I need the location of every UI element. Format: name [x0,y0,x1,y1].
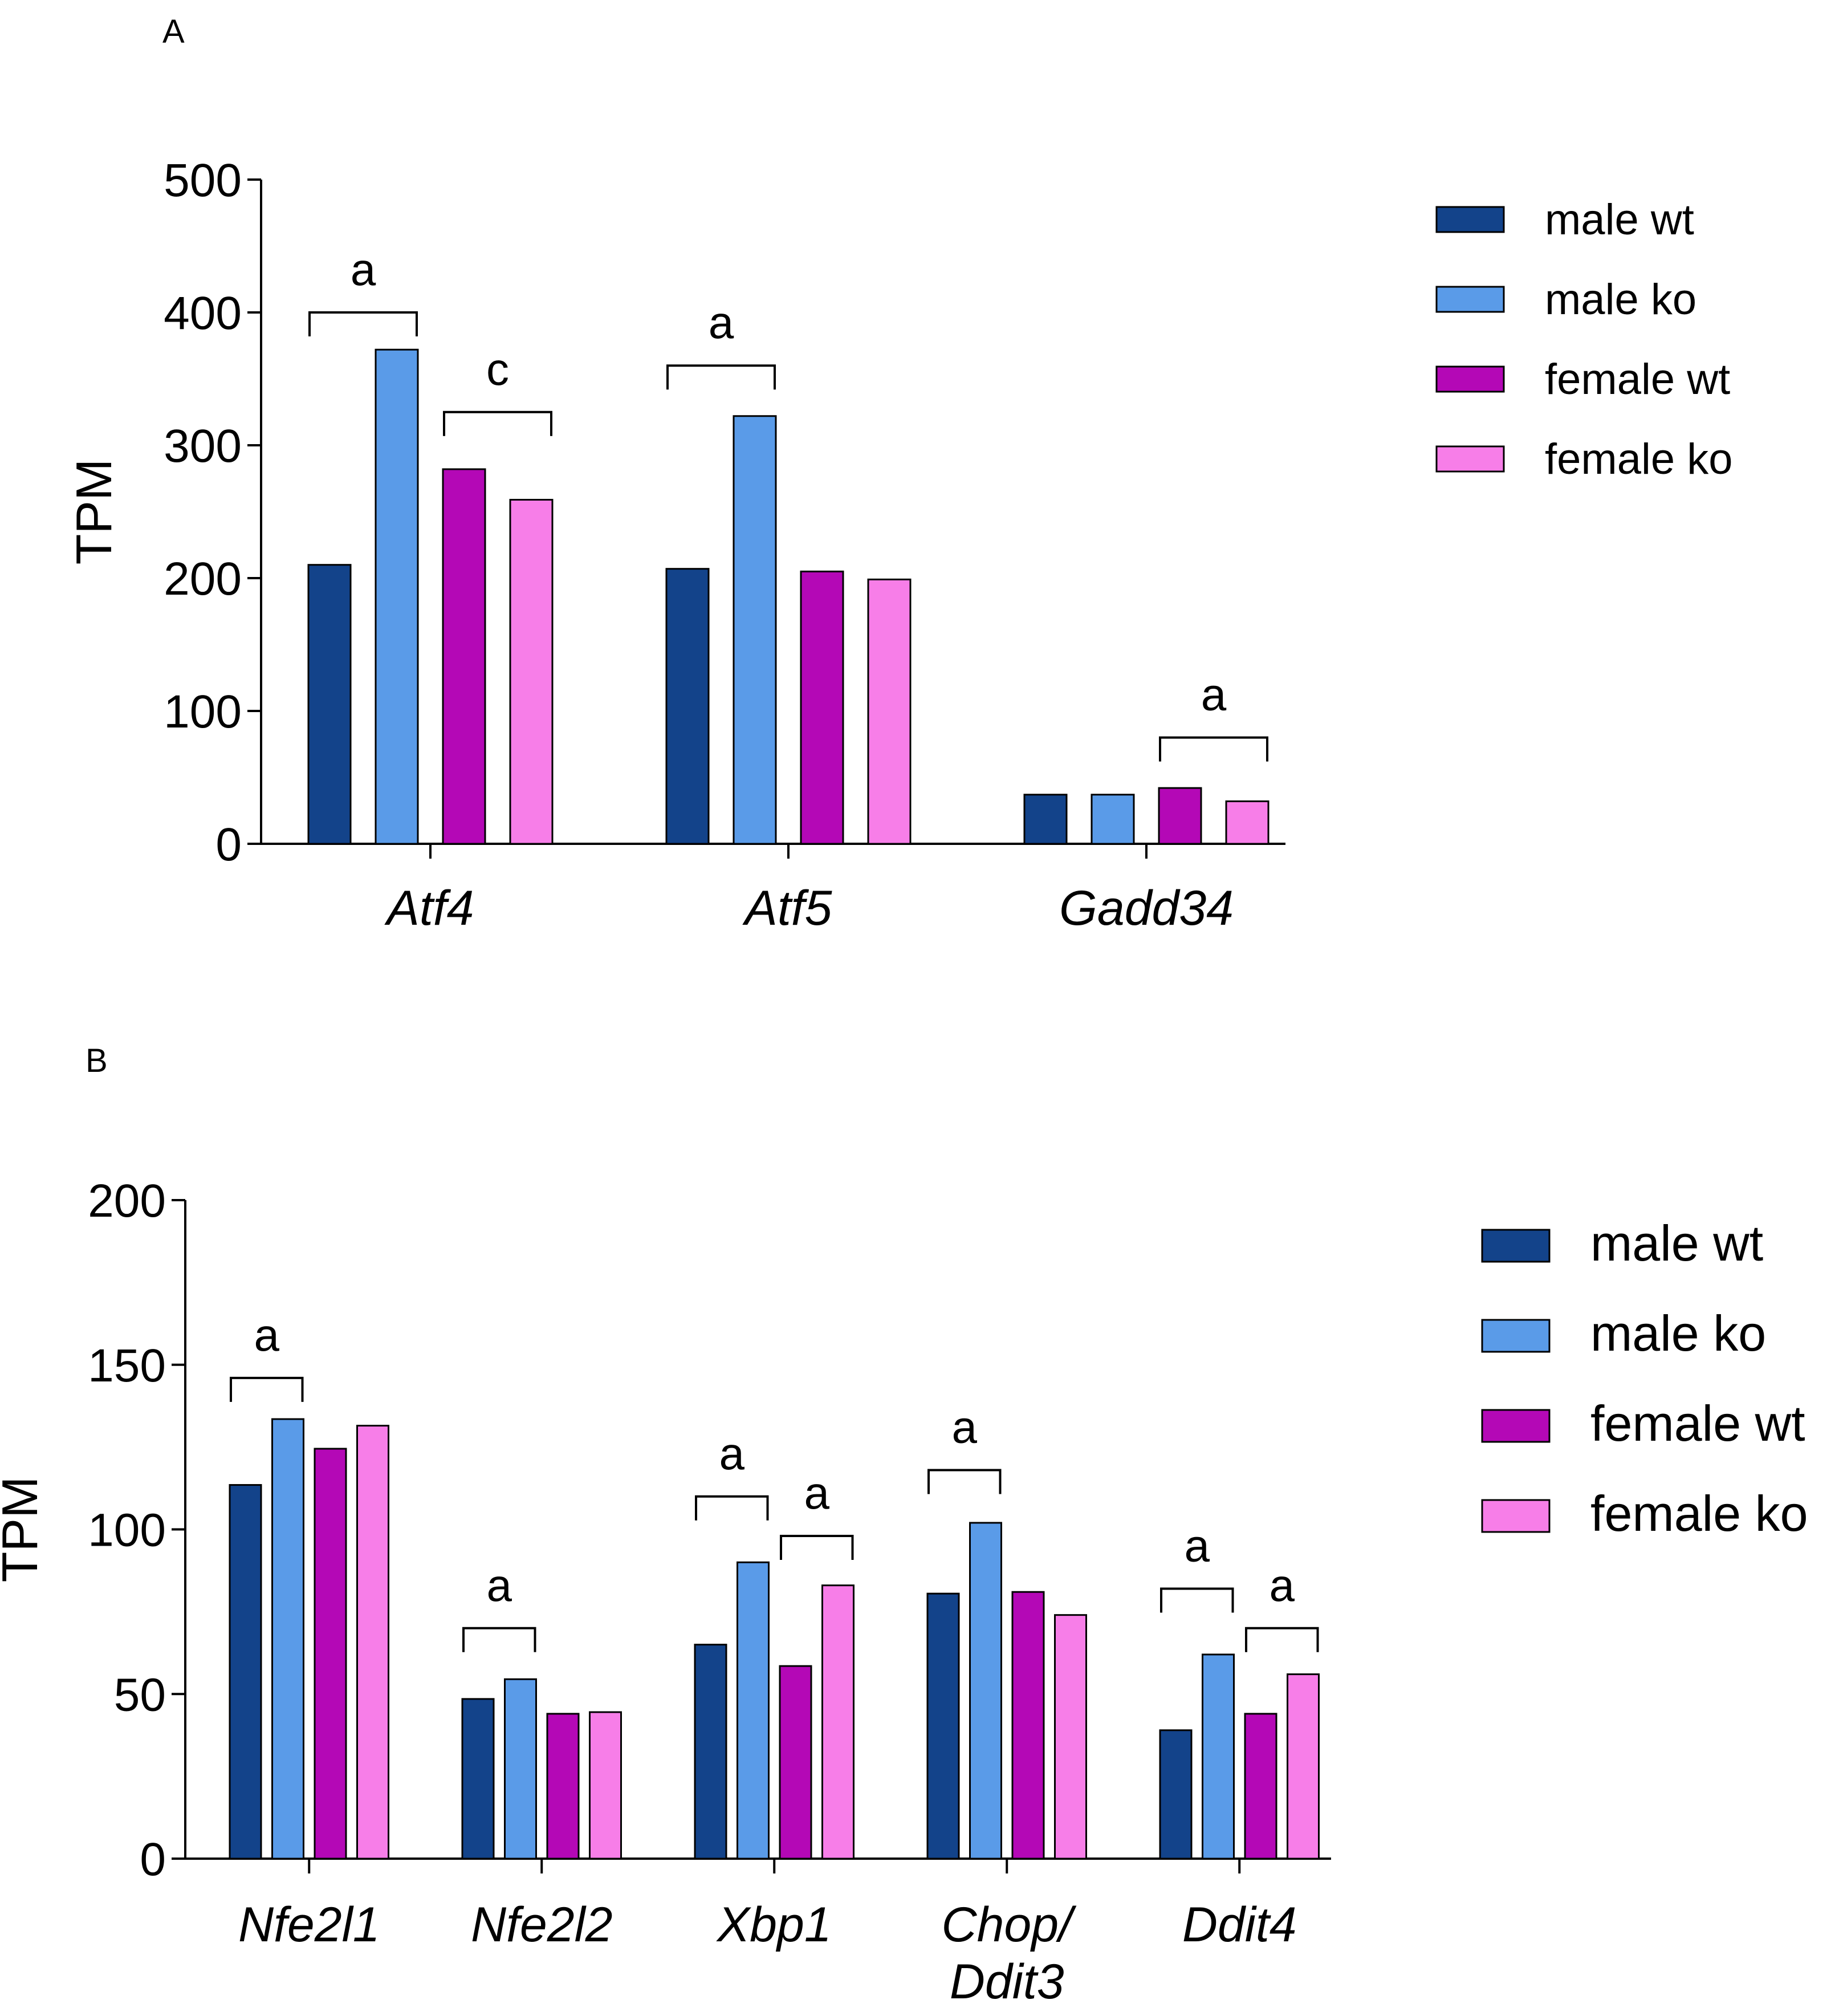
bar [1225,800,1270,845]
bar [867,578,912,845]
bar [1091,794,1135,845]
panel-letter: B [86,1042,108,1079]
panel-a: A 0 100 200 300 400 500 TPM Atf4 Atf5 Gadd34 a c a a ma… [66,13,1733,936]
bar [1159,1729,1193,1860]
bar [737,1561,770,1860]
x-tick-label: Ddit3 [950,1954,1064,2009]
bar [356,1425,389,1860]
legend-label: female wt [1545,355,1730,404]
y-tick-label: 0 [215,819,242,871]
x-tick-label: Nfe2l1 [238,1897,380,1952]
bar [821,1584,855,1860]
legend-label: male wt [1590,1215,1763,1271]
significance-bracket [1245,1627,1319,1652]
bar [1023,794,1068,845]
legend-label: male ko [1590,1305,1766,1361]
significance-label: a [351,244,376,295]
bar [1244,1713,1277,1860]
significance-label: a [709,297,734,348]
bar [229,1484,262,1860]
panel-b: B 0 50 100 150 200 TPM Nfe2l1 Nfe2l2 Xbp1 Chop/Ddi… [0,1042,1808,2009]
significance-bracket [462,1627,536,1652]
bar [694,1644,727,1860]
legend-swatch [1435,445,1505,473]
significance-label: a [254,1310,280,1360]
legend-label: male wt [1545,196,1694,244]
bar [509,499,554,845]
significance-label: a [952,1402,978,1453]
x-tick-label: Atf5 [742,881,833,936]
bar [307,564,352,845]
y-axis-title: TPM [66,459,122,565]
significance-bracket [230,1376,304,1402]
legend-swatch [1481,1229,1551,1263]
significance-bracket [666,364,776,390]
panel-letter: A [162,13,185,50]
bar [589,1711,622,1860]
y-tick-label: 50 [114,1669,166,1721]
y-tick-label: 100 [164,686,242,738]
legend-label: female wt [1590,1395,1805,1452]
x-tick-label: Chop/ [942,1897,1077,1952]
bar [314,1448,347,1860]
legend-label: male ko [1545,275,1696,324]
legend-swatch [1481,1499,1551,1533]
bar [733,415,777,845]
bar [271,1418,304,1860]
legend-swatch [1481,1409,1551,1443]
y-tick-label: 500 [164,155,242,206]
bar [504,1678,537,1860]
bar [461,1698,495,1860]
legend-swatch [1435,286,1505,313]
y-tick-label: 0 [140,1834,166,1885]
y-tick-label: 200 [88,1175,166,1227]
significance-label: a [1270,1560,1295,1611]
bar [546,1713,580,1860]
bar [969,1522,1002,1860]
x-tick-label: Xbp1 [716,1897,832,1952]
bar [665,568,710,845]
legend-swatch [1481,1319,1551,1353]
significance-label: a [487,1560,512,1611]
bar [1054,1614,1087,1860]
x-tick-label: Nfe2l2 [471,1897,613,1952]
significance-bracket [308,311,418,336]
y-tick-label: 300 [164,420,242,472]
x-tick-label: Atf4 [384,881,474,936]
significance-bracket [780,1535,854,1560]
bar [1202,1653,1235,1860]
significance-bracket [927,1469,1002,1494]
bar [1011,1591,1045,1860]
y-tick-label: 100 [88,1505,166,1556]
significance-bracket [443,410,552,436]
bar [375,348,419,845]
significance-label: a [1185,1520,1210,1571]
bar [800,570,844,845]
significance-bracket [1159,736,1268,762]
y-tick-label: 200 [164,553,242,605]
bar [926,1592,960,1860]
significance-bracket [695,1495,769,1521]
bar [1287,1673,1320,1860]
y-tick-label: 150 [88,1340,166,1392]
x-tick-label: Gadd34 [1059,881,1234,936]
significance-bracket [1160,1587,1234,1613]
y-tick-label: 400 [164,287,242,339]
significance-label: a [804,1468,830,1518]
legend-swatch [1435,365,1505,393]
legend-label: female ko [1545,435,1733,483]
significance-label: c [486,344,509,395]
bar [779,1665,812,1860]
legend-swatch [1435,206,1505,233]
legend-label: female ko [1590,1485,1808,1542]
bar [1158,787,1202,845]
significance-label: a [1201,669,1227,720]
x-tick-label: Ddit4 [1182,1897,1297,1952]
bar [442,468,486,845]
y-axis-title: TPM [0,1477,48,1583]
significance-label: a [719,1428,745,1479]
